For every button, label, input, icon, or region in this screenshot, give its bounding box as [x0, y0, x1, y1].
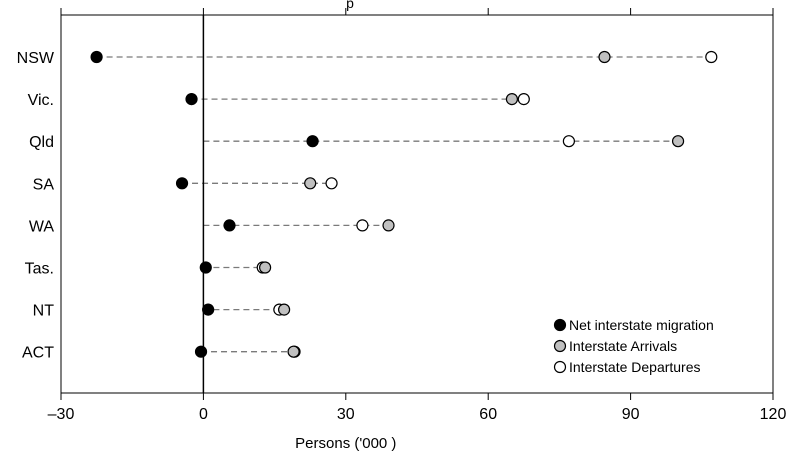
legend-marker	[553, 339, 567, 353]
legend-label: Interstate Arrivals	[569, 338, 677, 354]
legend-marker	[553, 318, 567, 332]
data-point	[356, 219, 369, 232]
data-point	[277, 303, 291, 316]
x-axis-label: Persons ('000 )	[295, 435, 396, 452]
data-point	[562, 135, 575, 148]
data-point	[287, 345, 300, 358]
data-point	[202, 303, 215, 316]
x-tick-label: 30	[337, 406, 355, 423]
x-tick-label: 0	[199, 406, 208, 423]
x-axis: –30 0 30 60 90 120	[48, 8, 787, 423]
data-point	[382, 219, 395, 232]
data-point	[304, 177, 317, 190]
y-tick-label: Vic.	[28, 92, 54, 109]
chart-top-label: p	[346, 0, 354, 11]
data-point	[325, 177, 338, 190]
x-tick-label: 60	[479, 406, 497, 423]
data-points	[90, 50, 718, 358]
y-tick-label: ACT	[22, 345, 54, 362]
x-tick-label: 90	[622, 406, 640, 423]
data-point	[306, 135, 319, 148]
data-point	[199, 261, 212, 274]
legend-label: Interstate Departures	[569, 359, 701, 375]
y-tick-label: SA	[33, 176, 55, 193]
data-point	[175, 177, 189, 190]
data-point	[223, 219, 236, 232]
data-point	[705, 50, 718, 64]
data-point	[185, 92, 198, 106]
data-point	[505, 92, 519, 106]
y-tick-label: Qld	[29, 134, 54, 151]
legend-label: Net interstate migration	[569, 317, 714, 333]
y-tick-label: WA	[29, 218, 55, 235]
legend: Net interstate migration Interstate Arriv…	[553, 317, 714, 375]
data-point	[259, 261, 272, 274]
x-tick-label: –30	[48, 406, 75, 423]
plot-frame	[60, 14, 774, 394]
legend-marker	[553, 360, 567, 374]
y-tick-label: NT	[33, 303, 55, 320]
y-axis: NSW Vic. Qld SA WA Tas. NT ACT	[17, 50, 55, 362]
data-point	[194, 345, 208, 358]
data-point	[90, 50, 103, 64]
data-point	[517, 92, 530, 106]
data-point	[598, 50, 611, 64]
y-tick-label: Tas.	[25, 261, 54, 278]
data-point	[671, 135, 685, 148]
x-tick-label: 120	[760, 406, 787, 423]
y-tick-label: NSW	[17, 50, 55, 67]
